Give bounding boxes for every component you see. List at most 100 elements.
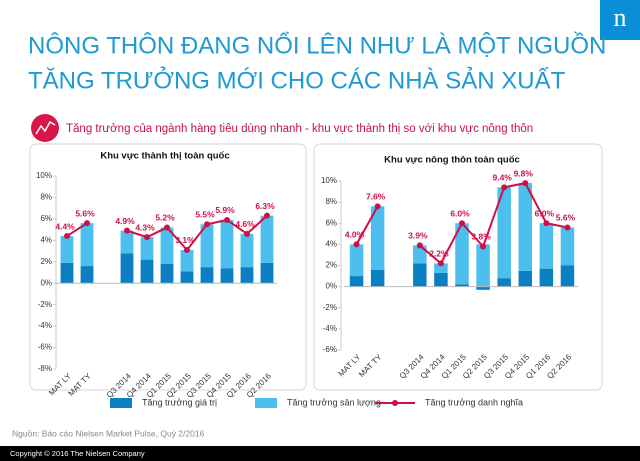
legend-label: Tăng trưởng sản lượng: [287, 397, 381, 407]
subtitle-icon: [31, 114, 59, 142]
line-marker: [353, 241, 360, 248]
bar: [220, 268, 234, 284]
data-label: 3.9%: [408, 231, 428, 241]
x-tick-label: MAT TY: [357, 352, 384, 379]
line-marker: [480, 243, 487, 250]
line-marker: [437, 260, 444, 267]
bar-series: [60, 253, 274, 284]
bar: [260, 262, 274, 284]
y-tick-label: 10%: [321, 176, 337, 185]
line-series: 4.0%7.6%3.9%2.2%6.0%3.8%9.4% 9.8%6.0% 5.6%: [345, 168, 576, 267]
line-marker: [244, 230, 250, 237]
data-label: 5.2%: [155, 213, 175, 223]
legend-swatch: [110, 398, 132, 408]
bar-series: [349, 183, 575, 287]
bar: [180, 271, 194, 284]
data-label: 3.1%: [175, 235, 195, 245]
bar: [200, 267, 214, 284]
logo: n: [614, 3, 627, 32]
bar: [260, 215, 274, 263]
bar: [518, 183, 533, 271]
y-tick-label: -8%: [38, 364, 52, 373]
bar: [140, 259, 154, 284]
bar: [518, 270, 533, 287]
y-tick-label: 10%: [36, 171, 52, 180]
bar: [413, 263, 427, 287]
panel: [29, 143, 307, 391]
y-tick-label: 8%: [325, 197, 337, 206]
bar: [140, 237, 154, 260]
footer-bar: [0, 446, 640, 461]
bar: [80, 223, 94, 267]
title: TĂNG TRƯỞNG MỚI CHO CÁC NHÀ SẢN XUẤT: [28, 65, 566, 94]
bar: [497, 187, 511, 279]
y-tick-label: 6%: [40, 214, 52, 223]
line-marker: [564, 224, 571, 231]
footer: Copyright © 2016 The Nielsen Company: [10, 449, 145, 458]
chart-title: Khu vực nông thôn toàn quốc: [384, 155, 520, 166]
data-label: 6.0%: [450, 209, 470, 219]
bar: [455, 223, 469, 285]
line-marker: [501, 184, 508, 191]
line-series: 4.4%5.6% 4.9%4.3%5.2% 3.1% 5.5% 5.9%4.6%6.3%: [55, 201, 275, 253]
line: [355, 205, 379, 245]
data-label: 7.6%: [366, 192, 386, 202]
y-tick-label: -4%: [38, 321, 52, 330]
x-tick-label: MAT TY: [66, 371, 93, 398]
y-tick-label: 0%: [40, 278, 52, 287]
line-marker: [144, 234, 150, 241]
logo-box: [600, 0, 640, 40]
legend-swatch: [255, 398, 277, 408]
bar: [200, 224, 214, 268]
line-marker: [184, 246, 190, 253]
title: NÔNG THÔN ĐANG NỔI LÊN NHƯ LÀ MỘT NGUỒN: [28, 31, 606, 59]
legend-swatch: [392, 400, 398, 406]
line-marker: [204, 221, 210, 228]
line: [126, 214, 268, 252]
bar: [349, 276, 364, 287]
source: Nguồn: Báo cáo Nielsen Market Pulse, Quý…: [12, 428, 205, 438]
line-marker: [522, 180, 529, 187]
line: [419, 181, 568, 265]
line-marker: [264, 212, 270, 219]
bar: [240, 233, 254, 268]
panel: [313, 143, 603, 391]
data-label: 5.6%: [75, 208, 95, 218]
y-tick-label: 8%: [40, 193, 52, 202]
y-tick-label: 2%: [40, 257, 52, 266]
data-label: 3.8%: [471, 232, 491, 242]
legend-label: Tăng trưởng giá trị: [142, 397, 217, 407]
legend-label: Tăng trưởng danh nghĩa: [425, 397, 523, 407]
bar: [180, 249, 194, 272]
bar: [370, 269, 385, 287]
line-marker: [459, 220, 465, 227]
data-label: 4.9%: [115, 216, 135, 226]
line-marker: [164, 224, 170, 231]
data-label: 4.3%: [135, 222, 155, 232]
line-marker: [543, 220, 550, 227]
bar-series: [349, 263, 575, 290]
bar: [434, 272, 448, 287]
line-marker: [224, 216, 230, 223]
bar: [497, 278, 511, 287]
data-label: 4.6%: [235, 219, 255, 229]
bar: [560, 265, 575, 287]
data-label: 4.0%: [345, 230, 365, 240]
bar: [220, 219, 234, 269]
bar: [160, 227, 174, 264]
bar: [370, 206, 385, 270]
bar: [60, 262, 74, 284]
y-tick-label: -2%: [38, 300, 52, 309]
bar: [240, 267, 254, 284]
y-tick-label: 2%: [325, 261, 337, 270]
data-label: 5.5%: [195, 210, 215, 220]
bar: [80, 266, 94, 284]
legend: Tăng trưởng giá trị Tăng trưởng sản lượng…: [110, 397, 523, 408]
data-label: 2.2%: [429, 249, 449, 259]
bar: [476, 244, 490, 287]
line-marker: [124, 227, 130, 234]
y-tick-label: 4%: [325, 239, 337, 248]
data-label: 9.8%: [514, 168, 534, 178]
